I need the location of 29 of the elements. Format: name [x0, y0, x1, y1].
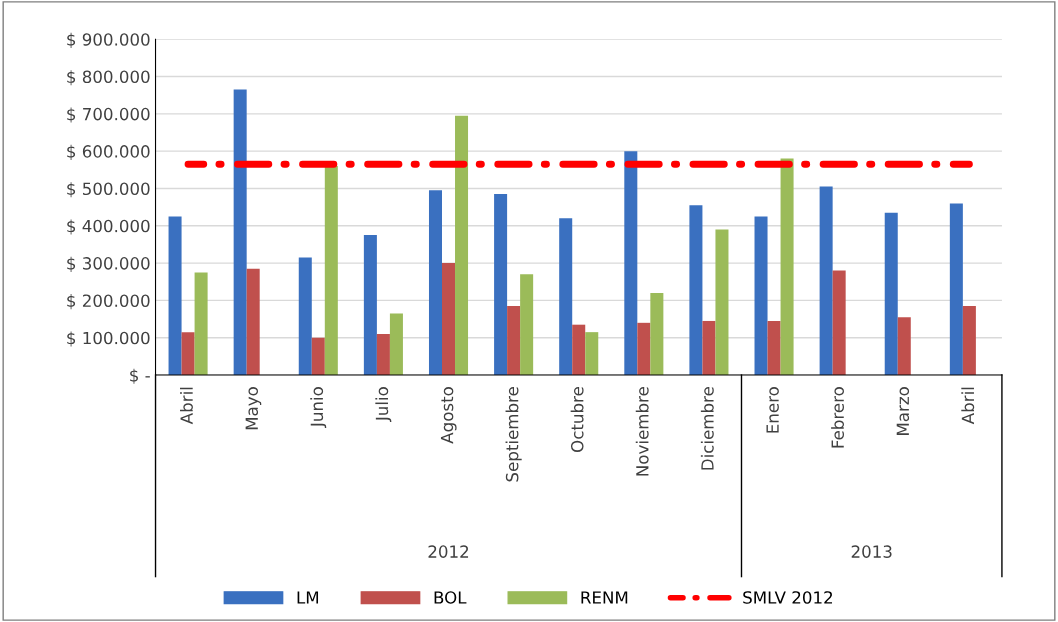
x-tick-label: Febrero	[831, 387, 844, 448]
legend-label: BOL	[434, 591, 467, 604]
x-tick-label: Diciembre	[700, 387, 714, 470]
x-tick-label: Julio	[375, 387, 392, 422]
y-tick-label: $ 300.000	[67, 256, 150, 272]
y-tick-label: $ 500.000	[67, 182, 150, 198]
legend-label: LM	[297, 591, 319, 604]
text: 2012	[428, 545, 469, 558]
x-tick-label: Abril	[180, 387, 193, 425]
text: 2013	[851, 545, 892, 558]
y-tick-label: $ 800.000	[67, 70, 150, 86]
x-tick-label: Abril	[961, 387, 975, 425]
x-tick-label: Enero	[766, 387, 779, 433]
x-tick-label: Mayo	[245, 387, 262, 430]
x-tick-label: Agosto	[440, 387, 457, 444]
x-tick-label: Junio	[310, 387, 327, 428]
y-tick-label: $ 700.000	[67, 107, 150, 123]
legend-label: SMLV 2012	[743, 591, 833, 604]
y-tick-label: $ 400.000	[67, 219, 150, 235]
y-tick-label: $ 900.000	[67, 32, 150, 48]
legend-label: RENM	[581, 591, 628, 604]
y-tick-label: $ 100.000	[67, 331, 150, 347]
y-tick-label: $ 600.000	[67, 144, 150, 160]
y-tick-label: $ -	[130, 368, 150, 384]
x-tick-label: Noviembre	[635, 387, 649, 476]
x-tick-label: Septiembre	[505, 387, 522, 482]
y-tick-label: $ 200.000	[67, 294, 150, 310]
x-tick-label: Octubre	[570, 387, 584, 452]
x-tick-label: Marzo	[896, 387, 910, 435]
